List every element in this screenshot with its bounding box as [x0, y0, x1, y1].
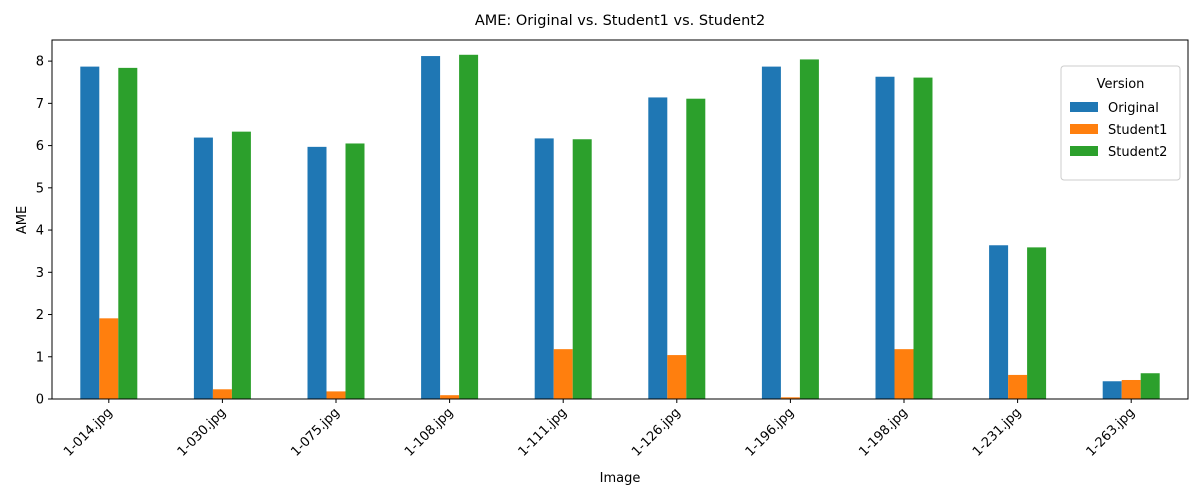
legend-swatch-student1 [1070, 124, 1098, 134]
bar-student1-4 [440, 395, 460, 399]
y-tick-label: 2 [36, 308, 44, 323]
bar-student2-6 [686, 98, 706, 399]
bars-group [80, 54, 1160, 400]
y-tick-label: 1 [36, 350, 44, 365]
bar-student2-4 [459, 54, 479, 400]
bar-student2-9 [1027, 247, 1047, 399]
plot-frame [51, 39, 1189, 400]
bar-student1-3 [326, 391, 346, 399]
bar-student2-3 [345, 143, 365, 399]
legend-label-original: Original [1108, 101, 1159, 116]
legend-label-student1: Student1 [1108, 123, 1167, 138]
y-tick-label: 0 [36, 393, 44, 408]
bar-original-3 [307, 146, 327, 399]
y-tick-label: 4 [36, 224, 44, 239]
legend-swatch-original [1070, 102, 1098, 112]
bar-original-2 [193, 137, 213, 399]
bar-original-4 [421, 56, 441, 400]
y-axis: 0 1 2 3 4 5 6 7 8 [36, 55, 52, 408]
bar-student2-1 [118, 67, 138, 399]
y-tick-label: 8 [36, 55, 44, 70]
y-tick-label: 5 [36, 181, 44, 196]
bar-student1-7 [780, 397, 800, 399]
legend-title: Version [1097, 77, 1145, 92]
bar-student2-2 [231, 131, 251, 400]
bar-student1-2 [212, 389, 232, 399]
bar-original-9 [989, 245, 1009, 399]
legend-swatch-student2 [1070, 146, 1098, 156]
bar-student1-8 [894, 349, 914, 399]
bar-student1-5 [553, 349, 573, 399]
bar-original-6 [648, 97, 668, 399]
legend: Version Original Student1 Student2 [1060, 65, 1181, 181]
bar-student1-6 [667, 355, 687, 399]
bar-original-5 [534, 138, 554, 399]
x-axis-label: Image [600, 471, 641, 486]
bar-original-8 [875, 76, 895, 400]
y-tick-label: 6 [36, 139, 44, 154]
bar-student2-7 [799, 59, 819, 400]
bar-original-7 [761, 66, 781, 399]
bar-student2-5 [572, 139, 592, 400]
bar-student1-9 [1008, 374, 1028, 399]
legend-label-student2: Student2 [1108, 145, 1167, 160]
y-tick-label: 7 [36, 97, 44, 112]
bar-original-1 [80, 66, 100, 399]
bar-original-10 [1102, 381, 1122, 399]
y-tick-label: 3 [36, 266, 44, 281]
bar-student2-10 [1140, 373, 1160, 399]
y-axis-label: AME [15, 206, 30, 234]
bar-student1-10 [1121, 379, 1141, 399]
bar-student2-8 [913, 77, 933, 399]
chart-title: AME: Original vs. Student1 vs. Student2 [475, 13, 765, 29]
bar-student1-1 [99, 318, 119, 399]
